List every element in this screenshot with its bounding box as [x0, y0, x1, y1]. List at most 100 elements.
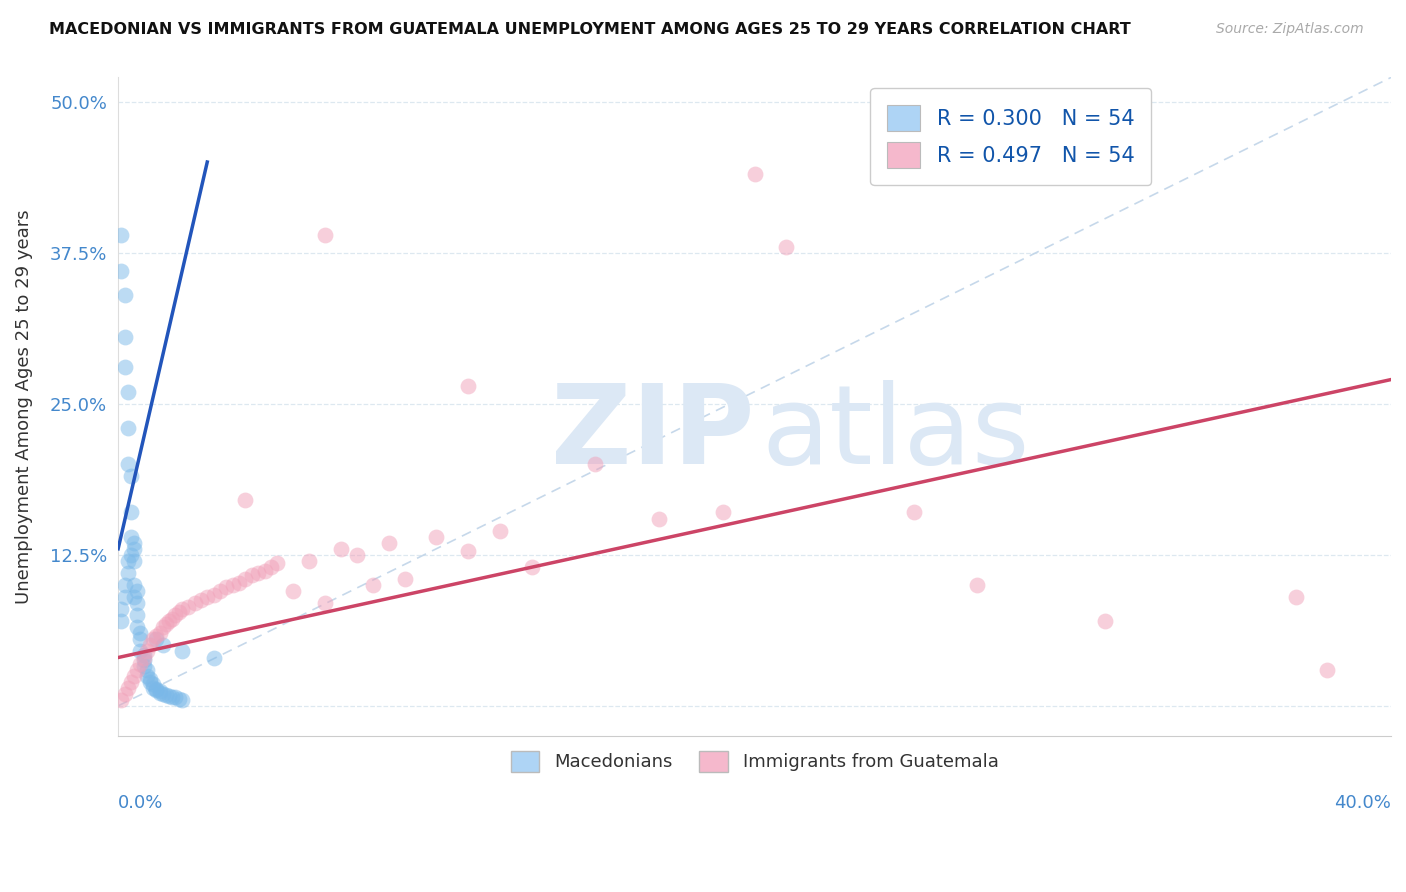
- Point: [127, 620, 149, 634]
- Point: [152, 620, 174, 634]
- Point: [170, 644, 193, 658]
- Point: [190, 592, 212, 607]
- Point: [114, 687, 136, 701]
- Point: [122, 554, 145, 568]
- Point: [314, 596, 336, 610]
- Point: [129, 626, 152, 640]
- Point: [157, 614, 180, 628]
- Point: [155, 688, 177, 702]
- Point: [170, 693, 193, 707]
- Point: [132, 653, 155, 667]
- Point: [120, 506, 142, 520]
- Point: [139, 673, 162, 687]
- Point: [183, 596, 205, 610]
- Point: [744, 167, 766, 181]
- Text: atlas: atlas: [761, 380, 1029, 487]
- Point: [202, 650, 225, 665]
- Point: [132, 650, 155, 665]
- Point: [1316, 663, 1339, 677]
- Point: [114, 578, 136, 592]
- Point: [240, 568, 263, 582]
- Point: [346, 548, 368, 562]
- Point: [394, 572, 416, 586]
- Point: [142, 677, 165, 691]
- Point: [208, 584, 231, 599]
- Point: [114, 360, 136, 375]
- Point: [127, 584, 149, 599]
- Point: [585, 457, 607, 471]
- Point: [114, 288, 136, 302]
- Point: [129, 632, 152, 647]
- Point: [142, 632, 165, 647]
- Point: [145, 629, 167, 643]
- Point: [648, 511, 671, 525]
- Point: [235, 493, 257, 508]
- Text: Source: ZipAtlas.com: Source: ZipAtlas.com: [1216, 22, 1364, 37]
- Point: [266, 556, 288, 570]
- Point: [775, 239, 797, 253]
- Point: [122, 668, 145, 682]
- Point: [314, 227, 336, 242]
- Point: [120, 548, 142, 562]
- Point: [135, 663, 157, 677]
- Point: [247, 566, 270, 580]
- Point: [298, 554, 321, 568]
- Point: [165, 690, 187, 705]
- Point: [457, 378, 479, 392]
- Point: [142, 681, 165, 695]
- Point: [903, 506, 925, 520]
- Point: [139, 639, 162, 653]
- Point: [329, 541, 352, 556]
- Point: [129, 657, 152, 671]
- Point: [167, 605, 190, 619]
- Point: [122, 535, 145, 549]
- Point: [122, 578, 145, 592]
- Point: [127, 608, 149, 623]
- Point: [117, 566, 139, 580]
- Point: [135, 644, 157, 658]
- Point: [129, 644, 152, 658]
- Point: [145, 632, 167, 647]
- Point: [132, 659, 155, 673]
- Point: [361, 578, 384, 592]
- Point: [145, 683, 167, 698]
- Point: [283, 584, 305, 599]
- Point: [145, 681, 167, 696]
- Text: 40.0%: 40.0%: [1334, 794, 1391, 812]
- Point: [135, 668, 157, 682]
- Point: [117, 681, 139, 695]
- Point: [110, 227, 132, 242]
- Point: [152, 687, 174, 701]
- Point: [165, 608, 187, 623]
- Point: [117, 384, 139, 399]
- Point: [132, 648, 155, 662]
- Point: [117, 457, 139, 471]
- Point: [122, 541, 145, 556]
- Point: [139, 674, 162, 689]
- Point: [120, 674, 142, 689]
- Point: [177, 599, 200, 614]
- Point: [127, 663, 149, 677]
- Point: [117, 554, 139, 568]
- Point: [966, 578, 988, 592]
- Point: [148, 685, 170, 699]
- Text: MACEDONIAN VS IMMIGRANTS FROM GUATEMALA UNEMPLOYMENT AMONG AGES 25 TO 29 YEARS C: MACEDONIAN VS IMMIGRANTS FROM GUATEMALA …: [49, 22, 1130, 37]
- Point: [120, 530, 142, 544]
- Point: [155, 616, 177, 631]
- Point: [377, 535, 399, 549]
- Point: [114, 590, 136, 604]
- Point: [152, 639, 174, 653]
- Point: [120, 469, 142, 483]
- Point: [195, 590, 218, 604]
- Y-axis label: Unemployment Among Ages 25 to 29 years: Unemployment Among Ages 25 to 29 years: [15, 210, 32, 604]
- Point: [1094, 614, 1116, 628]
- Point: [1284, 590, 1306, 604]
- Text: ZIP: ZIP: [551, 380, 755, 487]
- Point: [711, 506, 734, 520]
- Point: [110, 614, 132, 628]
- Point: [520, 560, 543, 574]
- Point: [110, 602, 132, 616]
- Point: [117, 421, 139, 435]
- Point: [260, 560, 283, 574]
- Legend: Macedonians, Immigrants from Guatemala: Macedonians, Immigrants from Guatemala: [496, 737, 1012, 787]
